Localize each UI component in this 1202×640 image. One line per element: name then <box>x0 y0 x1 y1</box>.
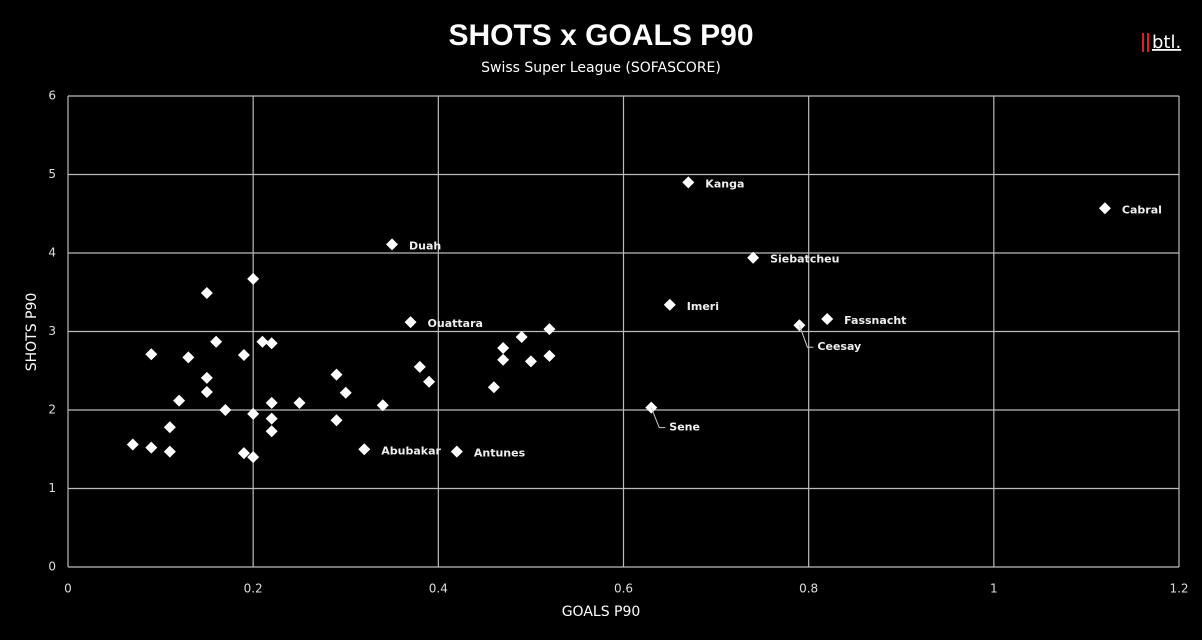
logo: btl. <box>1152 32 1181 53</box>
y-tick-label: 5 <box>48 167 56 181</box>
x-tick-label: 0.4 <box>429 582 448 596</box>
point-label: Fassnacht <box>844 314 906 327</box>
point <box>293 396 306 409</box>
point <box>265 396 278 409</box>
point-label: Imeri <box>687 300 719 313</box>
point <box>247 272 260 285</box>
point <box>256 335 269 348</box>
leader-line <box>798 325 814 348</box>
point <box>247 451 260 464</box>
x-axis-label: GOALS P90 <box>562 604 641 620</box>
point <box>543 349 556 362</box>
point <box>210 335 223 348</box>
y-axis-label: SHOTS P90 <box>24 293 40 372</box>
point <box>173 394 186 407</box>
point <box>265 425 278 438</box>
y-tick-label: 1 <box>48 481 56 495</box>
point-label: Antunes <box>474 447 526 460</box>
point <box>497 341 510 354</box>
point <box>265 412 278 425</box>
point <box>200 385 213 398</box>
point <box>200 371 213 384</box>
point <box>376 399 389 412</box>
point <box>145 441 158 454</box>
x-tick-label: 0.8 <box>799 582 818 596</box>
point <box>543 323 556 336</box>
point <box>339 386 352 399</box>
point <box>413 360 426 373</box>
point-label: Duah <box>409 239 441 252</box>
y-tick-label: 6 <box>48 89 56 103</box>
point <box>237 447 250 460</box>
point <box>265 337 278 350</box>
point-label: Siebatcheu <box>770 253 839 266</box>
point <box>663 298 676 311</box>
point <box>747 251 760 264</box>
point <box>330 368 343 381</box>
point <box>404 316 417 329</box>
point-label: Ceesay <box>817 340 861 353</box>
point <box>423 375 436 388</box>
point <box>358 443 371 456</box>
x-tick-label: 0.2 <box>244 582 263 596</box>
y-tick-label: 0 <box>48 560 56 574</box>
point <box>182 351 195 364</box>
point <box>247 407 260 420</box>
point <box>200 287 213 300</box>
point <box>821 312 834 325</box>
point <box>330 414 343 427</box>
point <box>682 176 695 189</box>
point <box>515 330 528 343</box>
y-tick-label: 2 <box>48 403 56 417</box>
point-label: Kanga <box>705 177 744 190</box>
chart-title: SHOTS x GOALS P90 <box>448 19 753 52</box>
point <box>524 355 537 368</box>
point <box>163 445 176 458</box>
x-tick-label: 0.6 <box>614 582 633 596</box>
point <box>237 349 250 362</box>
point-label: Sene <box>669 421 700 434</box>
chart-subtitle: Swiss Super League (SOFASCORE) <box>481 60 721 76</box>
y-tick-label: 4 <box>48 246 56 260</box>
x-tick-label: 1 <box>990 582 998 596</box>
x-tick-label: 1.2 <box>1169 582 1188 596</box>
point <box>497 353 510 366</box>
point <box>487 381 500 394</box>
point-label: Abubakar <box>381 444 441 457</box>
point <box>219 404 232 416</box>
point <box>450 445 463 458</box>
point-label: Cabral <box>1122 203 1162 216</box>
point <box>126 438 139 451</box>
leader-line <box>650 407 666 429</box>
x-tick-label: 0 <box>64 582 72 596</box>
point <box>163 421 176 434</box>
point <box>386 238 399 251</box>
point-label: Ouattara <box>428 317 483 330</box>
point <box>145 348 158 361</box>
y-tick-label: 3 <box>48 324 56 338</box>
point <box>1098 202 1111 215</box>
